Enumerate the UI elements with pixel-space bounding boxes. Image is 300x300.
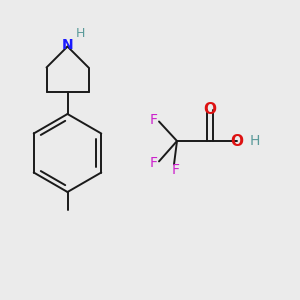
Text: O: O bbox=[230, 134, 244, 148]
Text: H: H bbox=[75, 27, 85, 40]
Text: N: N bbox=[62, 38, 73, 52]
Text: O: O bbox=[203, 102, 217, 117]
Text: H: H bbox=[250, 134, 260, 148]
Text: F: F bbox=[150, 156, 158, 170]
Text: F: F bbox=[150, 113, 158, 127]
Text: F: F bbox=[172, 164, 179, 177]
